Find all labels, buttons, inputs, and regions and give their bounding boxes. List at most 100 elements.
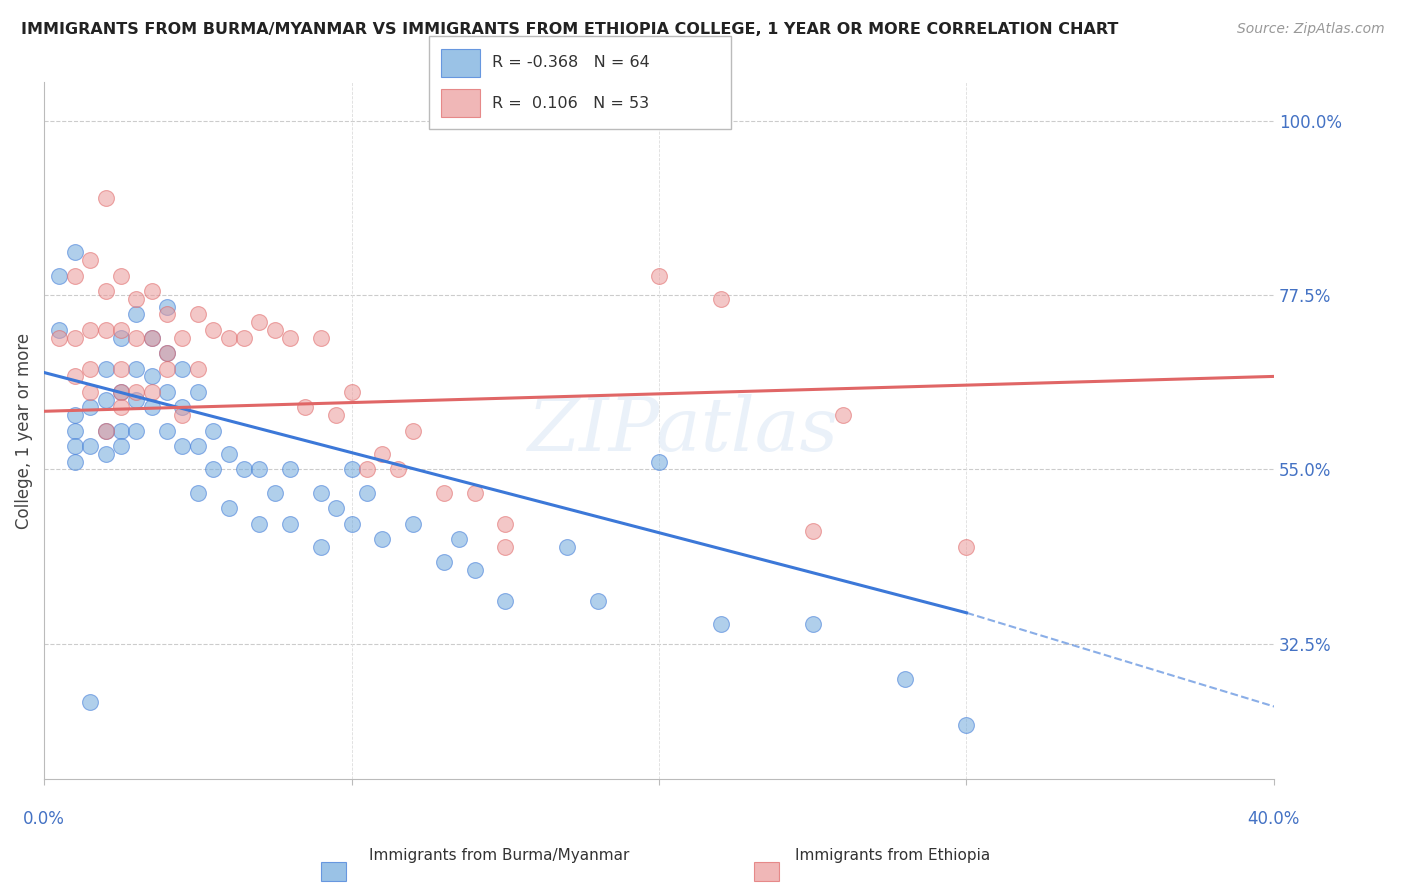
Point	[309, 540, 332, 554]
Point	[586, 594, 609, 608]
Point	[340, 516, 363, 531]
Point	[433, 485, 456, 500]
Point	[433, 556, 456, 570]
Point	[202, 323, 225, 337]
Point	[247, 315, 270, 329]
Point	[125, 424, 148, 438]
Point	[48, 323, 70, 337]
Point	[172, 331, 194, 345]
Point	[709, 617, 731, 632]
Text: R =  0.106   N = 53: R = 0.106 N = 53	[492, 95, 650, 111]
Point	[648, 268, 671, 283]
Point	[340, 384, 363, 399]
Point	[156, 384, 179, 399]
Point	[110, 331, 132, 345]
Text: 0.0%: 0.0%	[22, 811, 65, 829]
Point	[63, 268, 86, 283]
Point	[48, 331, 70, 345]
Point	[156, 361, 179, 376]
Point	[94, 424, 117, 438]
Point	[156, 307, 179, 321]
Point	[79, 323, 101, 337]
Point	[218, 447, 240, 461]
Point	[172, 361, 194, 376]
Point	[94, 191, 117, 205]
Point	[801, 617, 824, 632]
Point	[110, 439, 132, 453]
Point	[955, 718, 977, 732]
Point	[125, 392, 148, 407]
Point	[141, 331, 163, 345]
Point	[309, 485, 332, 500]
Point	[110, 401, 132, 415]
Point	[371, 447, 394, 461]
Point	[325, 408, 347, 422]
Point	[156, 424, 179, 438]
Point	[48, 268, 70, 283]
Point	[79, 253, 101, 268]
Point	[648, 455, 671, 469]
Point	[464, 485, 486, 500]
Point	[325, 501, 347, 516]
Point	[125, 361, 148, 376]
Y-axis label: College, 1 year or more: College, 1 year or more	[15, 333, 32, 529]
Point	[63, 369, 86, 384]
Point	[247, 516, 270, 531]
Text: Source: ZipAtlas.com: Source: ZipAtlas.com	[1237, 22, 1385, 37]
Point	[79, 384, 101, 399]
Point	[110, 384, 132, 399]
Point	[94, 392, 117, 407]
Point	[156, 346, 179, 360]
Point	[247, 462, 270, 476]
FancyBboxPatch shape	[429, 36, 731, 129]
Text: 40.0%: 40.0%	[1247, 811, 1301, 829]
Point	[218, 331, 240, 345]
Point	[278, 516, 301, 531]
Point	[110, 384, 132, 399]
Point	[94, 424, 117, 438]
Point	[356, 485, 378, 500]
Point	[110, 361, 132, 376]
Point	[156, 300, 179, 314]
Point	[278, 331, 301, 345]
Point	[110, 268, 132, 283]
Point	[233, 462, 256, 476]
Point	[172, 439, 194, 453]
Point	[79, 401, 101, 415]
Point	[709, 292, 731, 306]
Point	[141, 284, 163, 298]
Point	[141, 331, 163, 345]
Point	[202, 462, 225, 476]
Point	[494, 594, 516, 608]
Point	[402, 516, 425, 531]
Point	[141, 369, 163, 384]
Point	[449, 532, 471, 546]
Point	[309, 331, 332, 345]
Point	[356, 462, 378, 476]
Point	[63, 245, 86, 260]
Text: R = -0.368   N = 64: R = -0.368 N = 64	[492, 55, 650, 70]
Point	[294, 401, 316, 415]
Bar	[441, 89, 481, 117]
Point	[187, 307, 209, 321]
Point	[955, 540, 977, 554]
Point	[94, 447, 117, 461]
Point	[110, 424, 132, 438]
Point	[801, 524, 824, 539]
Point	[187, 361, 209, 376]
Point	[202, 424, 225, 438]
Point	[110, 323, 132, 337]
Text: ZIPatlas: ZIPatlas	[529, 394, 839, 467]
Point	[79, 361, 101, 376]
Point	[172, 401, 194, 415]
Point	[63, 439, 86, 453]
Point	[94, 284, 117, 298]
Point	[218, 501, 240, 516]
Point	[141, 384, 163, 399]
Point	[263, 485, 285, 500]
Point	[63, 408, 86, 422]
Point	[125, 331, 148, 345]
Point	[63, 424, 86, 438]
Point	[94, 323, 117, 337]
Point	[278, 462, 301, 476]
